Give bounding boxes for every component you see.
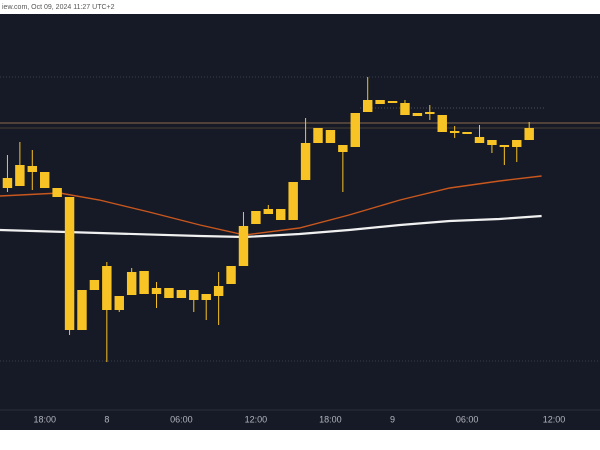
candle-body (52, 188, 62, 197)
x-tick-label: 12:00 (543, 414, 566, 424)
candle-body (126, 272, 137, 295)
x-tick-label: 8 (104, 414, 109, 424)
candle-body (276, 209, 286, 220)
candle-body (474, 137, 485, 143)
candle-body (350, 113, 360, 147)
candle-body (313, 128, 323, 143)
candle-body (362, 100, 373, 112)
candle-body (189, 290, 199, 300)
candle-body (139, 271, 149, 294)
candle-body (89, 280, 100, 290)
x-tick-label: 9 (390, 414, 395, 424)
x-tick-label: 06:00 (456, 414, 479, 424)
candle-body (512, 140, 522, 147)
candle-body (387, 101, 398, 103)
candle-body (64, 197, 75, 330)
candle-body (375, 100, 385, 104)
candle-body (400, 103, 410, 115)
candle-body (437, 115, 447, 132)
plot-background (0, 14, 600, 430)
candle-body (300, 143, 311, 180)
candle-body (15, 165, 25, 186)
candle-body (338, 145, 348, 152)
x-tick-label: 06:00 (170, 414, 193, 424)
candle-body (425, 112, 435, 114)
candle-body (40, 172, 50, 188)
header-text: iew.com, Oct 09, 2024 11:27 UTC+2 (2, 4, 115, 11)
candle-body (251, 211, 261, 224)
x-tick-label: 18:00 (33, 414, 56, 424)
candle-body (151, 288, 162, 294)
x-tick-label: 12:00 (245, 414, 268, 424)
candle-body (114, 296, 124, 310)
moving-average-line (0, 214, 542, 239)
candle-body (226, 266, 236, 284)
header-bar (0, 0, 600, 14)
candle-body (238, 226, 249, 266)
candle-body (164, 288, 174, 298)
candle-body (2, 178, 13, 188)
candle-body (325, 130, 336, 143)
candle-body (449, 131, 460, 133)
x-tick-label: 18:00 (319, 414, 342, 424)
candle-body (499, 145, 510, 147)
candle-body (176, 290, 187, 298)
candle-body (213, 286, 224, 296)
candle-body (288, 182, 298, 220)
candle-body (263, 209, 274, 214)
candle-body (27, 166, 38, 172)
candle-body (487, 140, 497, 145)
candle-body (462, 132, 472, 134)
candle-body (77, 290, 87, 330)
candle-body (102, 266, 112, 310)
candle-body (201, 294, 211, 300)
candle-body (412, 113, 423, 116)
candle-body (524, 128, 534, 140)
moving-average-line (0, 175, 542, 236)
